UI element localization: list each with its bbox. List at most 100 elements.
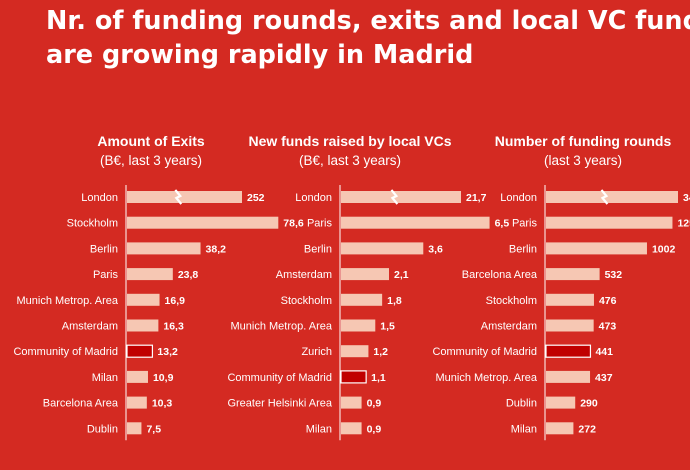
value-label: 437 bbox=[595, 372, 613, 384]
value-label: 441 bbox=[595, 346, 613, 358]
value-label: 16,3 bbox=[163, 321, 184, 333]
bar bbox=[546, 268, 600, 281]
bar bbox=[341, 422, 362, 435]
bar bbox=[546, 422, 574, 435]
chart-subtitle: (B€, last 3 years) bbox=[299, 153, 401, 168]
value-label: 16,9 bbox=[165, 295, 186, 307]
category-label: Munich Metrop. Area bbox=[436, 372, 538, 384]
category-label: Community of Madrid bbox=[432, 346, 537, 358]
category-label: Berlin bbox=[90, 243, 118, 255]
chart-subtitle: (B€, last 3 years) bbox=[100, 153, 202, 168]
value-label: 10,9 bbox=[153, 372, 174, 384]
bar bbox=[546, 293, 594, 306]
category-label: Greater Helsinki Area bbox=[227, 398, 332, 410]
bar bbox=[546, 242, 647, 255]
headline-line-1: Nr. of funding rounds, exits and local V… bbox=[46, 6, 690, 36]
bar bbox=[546, 191, 678, 203]
category-label: Zurich bbox=[301, 346, 332, 358]
bar bbox=[341, 396, 362, 409]
bar bbox=[127, 319, 159, 332]
chart-subtitle: (last 3 years) bbox=[544, 153, 622, 168]
value-label: 473 bbox=[599, 321, 617, 333]
category-label: Paris bbox=[307, 218, 333, 230]
value-label: 3,6 bbox=[428, 243, 443, 255]
value-label: 272 bbox=[578, 423, 596, 435]
bar bbox=[546, 396, 576, 409]
value-label: 0,9 bbox=[367, 398, 382, 410]
category-label: Paris bbox=[93, 269, 119, 281]
bar bbox=[341, 319, 376, 332]
category-label: Barcelona Area bbox=[462, 269, 538, 281]
value-label: 38,2 bbox=[206, 243, 227, 255]
bar bbox=[127, 191, 242, 203]
headline-line-2: are growing rapidly in Madrid bbox=[46, 40, 474, 70]
category-label: Berlin bbox=[509, 243, 537, 255]
value-label: 6,5 bbox=[495, 218, 510, 230]
category-label: Dublin bbox=[506, 398, 537, 410]
category-label: London bbox=[295, 192, 332, 204]
chart-panel-1: Amount of Exits (B€, last 3 years) London 2… bbox=[13, 133, 304, 441]
value-label: 1,5 bbox=[380, 321, 395, 333]
bar bbox=[546, 370, 591, 383]
value-label: 1255 bbox=[677, 218, 690, 230]
category-label: London bbox=[500, 192, 537, 204]
value-label: 0,9 bbox=[367, 423, 382, 435]
chart-title: New funds raised by local VCs bbox=[248, 133, 451, 149]
bar bbox=[546, 319, 594, 332]
value-label: 1,8 bbox=[387, 295, 402, 307]
value-label: 23,8 bbox=[178, 269, 199, 281]
category-label: Munich Metrop. Area bbox=[231, 321, 333, 333]
category-label: Stockholm bbox=[67, 218, 118, 230]
value-label: 1,2 bbox=[373, 346, 388, 358]
bar bbox=[127, 293, 160, 306]
axis-break-mark bbox=[390, 189, 399, 205]
headline: Nr. of funding rounds, exits and local V… bbox=[46, 4, 690, 72]
category-label: Community of Madrid bbox=[227, 372, 332, 384]
bar bbox=[341, 345, 369, 358]
axis-break-mark bbox=[174, 189, 183, 205]
value-label: 13,2 bbox=[157, 346, 178, 358]
value-label: 3478 bbox=[683, 192, 690, 204]
value-label: 78,6 bbox=[283, 218, 304, 230]
bar bbox=[127, 268, 173, 281]
bar bbox=[341, 191, 461, 203]
bar bbox=[127, 242, 201, 255]
bar-highlight bbox=[126, 344, 154, 358]
bar bbox=[127, 216, 279, 229]
bar bbox=[127, 370, 148, 383]
chart-title: Amount of Exits bbox=[97, 133, 205, 149]
bar bbox=[341, 216, 490, 229]
axis-break-mark bbox=[600, 189, 609, 205]
chart-title: Number of funding rounds bbox=[495, 133, 672, 149]
value-label: 2,1 bbox=[394, 269, 409, 281]
value-label: 10,3 bbox=[152, 398, 173, 410]
bar-highlight bbox=[340, 370, 367, 384]
category-label: Milan bbox=[306, 423, 332, 435]
bar bbox=[127, 422, 142, 435]
chart-panel-2: New funds raised by local VCs (B€, last 3… bbox=[227, 133, 510, 441]
value-label: 7,5 bbox=[146, 423, 161, 435]
category-label: Paris bbox=[512, 218, 538, 230]
chart-panel-3: Number of funding rounds (last 3 years) Lo… bbox=[432, 133, 690, 441]
bar bbox=[341, 268, 389, 281]
category-label: Milan bbox=[92, 372, 118, 384]
category-label: Amsterdam bbox=[481, 321, 537, 333]
value-label: 252 bbox=[247, 192, 265, 204]
category-label: Amsterdam bbox=[276, 269, 332, 281]
category-label: Amsterdam bbox=[62, 321, 118, 333]
category-label: Community of Madrid bbox=[13, 346, 118, 358]
category-label: Stockholm bbox=[281, 295, 332, 307]
category-label: London bbox=[81, 192, 118, 204]
category-label: Barcelona Area bbox=[43, 398, 119, 410]
bar bbox=[341, 242, 424, 255]
value-label: 1002 bbox=[652, 243, 676, 255]
category-label: Dublin bbox=[87, 423, 118, 435]
bar-highlight bbox=[545, 344, 592, 358]
category-label: Berlin bbox=[304, 243, 332, 255]
value-label: 1,1 bbox=[371, 372, 386, 384]
value-label: 21,7 bbox=[466, 192, 487, 204]
category-label: Munich Metrop. Area bbox=[17, 295, 119, 307]
category-label: Stockholm bbox=[486, 295, 537, 307]
value-label: 532 bbox=[605, 269, 623, 281]
